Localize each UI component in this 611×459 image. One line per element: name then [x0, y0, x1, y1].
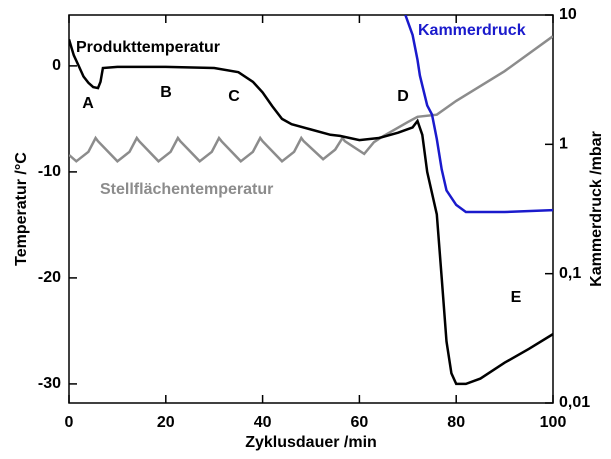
- x-tick-label: 20: [157, 414, 175, 431]
- annotation: D: [397, 88, 409, 105]
- y-tick-label: -30: [38, 375, 61, 392]
- y2-tick-label: 1: [559, 136, 568, 153]
- x-tick-label: 80: [447, 414, 465, 431]
- y-tick-label: 0: [52, 57, 61, 74]
- series-line: [404, 15, 553, 214]
- y2-tick-label: 0,1: [559, 265, 581, 282]
- plot-frame: [68, 14, 554, 404]
- y2-tick-label: 10: [559, 6, 577, 23]
- x-axis-label: Zyklusdauer /min: [245, 434, 377, 451]
- x-tick-label: 40: [254, 414, 272, 431]
- y-axis-label: Temperatur /°C: [13, 152, 30, 266]
- x-tick-label: 60: [351, 414, 369, 431]
- y2-axis-label: Kammerdruck /mbar: [588, 131, 605, 287]
- series-label: Stellflächentemperatur: [100, 181, 273, 198]
- series-line: [69, 39, 553, 386]
- y-tick-label: -10: [38, 163, 61, 180]
- x-tick-label: 100: [540, 414, 567, 431]
- annotation: C: [228, 88, 240, 105]
- series-label: Kammerdruck: [418, 22, 526, 39]
- annotation: B: [160, 84, 172, 101]
- annotation: E: [511, 289, 522, 306]
- annotation: A: [82, 95, 94, 112]
- series-label: Produkttemperatur: [76, 39, 220, 56]
- x-tick-label: 0: [65, 414, 74, 431]
- y2-tick-label: 0,01: [559, 394, 590, 411]
- y-tick-label: -20: [38, 269, 61, 286]
